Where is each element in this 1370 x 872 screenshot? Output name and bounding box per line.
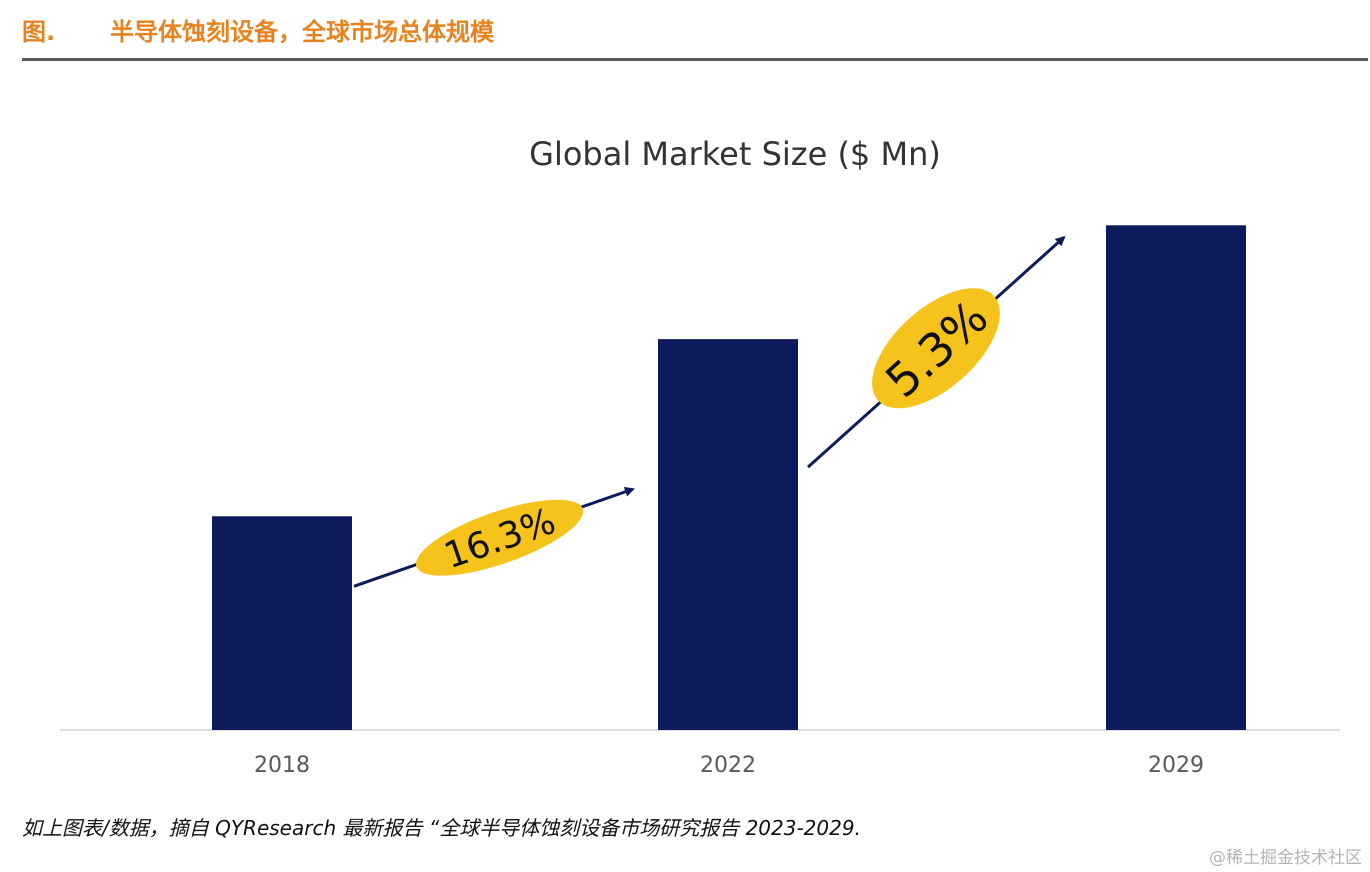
title-rule [22,58,1368,61]
figure-title-text: 半导体蚀刻设备，全球市场总体规模 [110,18,494,46]
bar-2029 [1106,225,1246,731]
annotations-layer: 16.3%5.3% [353,235,1066,588]
bar-2018 [212,516,352,730]
growth-badge-shape [872,288,1000,409]
ticks-layer: 2018 2022 2029 [254,753,1204,778]
figure-prefix: 图. [22,18,56,46]
chart-title: Global Market Size ($ Mn) [529,135,941,173]
x-tick-label-2022: 2022 [700,753,756,778]
growth-badge-2018-2022: 16.3% [415,499,584,577]
bars-layer [212,225,1246,731]
watermark: @稀土掘金技术社区 [1209,848,1362,868]
x-tick-label-2029: 2029 [1148,753,1204,778]
bar-2022 [658,339,798,730]
growth-badge-shape [415,499,584,576]
x-tick-label-2018: 2018 [254,753,310,778]
figure-title: 图. 半导体蚀刻设备，全球市场总体规模 [22,14,494,50]
source-note: 如上图表/数据，摘自 QYResearch 最新报告 “全球半导体蚀刻设备市场研… [22,816,861,840]
